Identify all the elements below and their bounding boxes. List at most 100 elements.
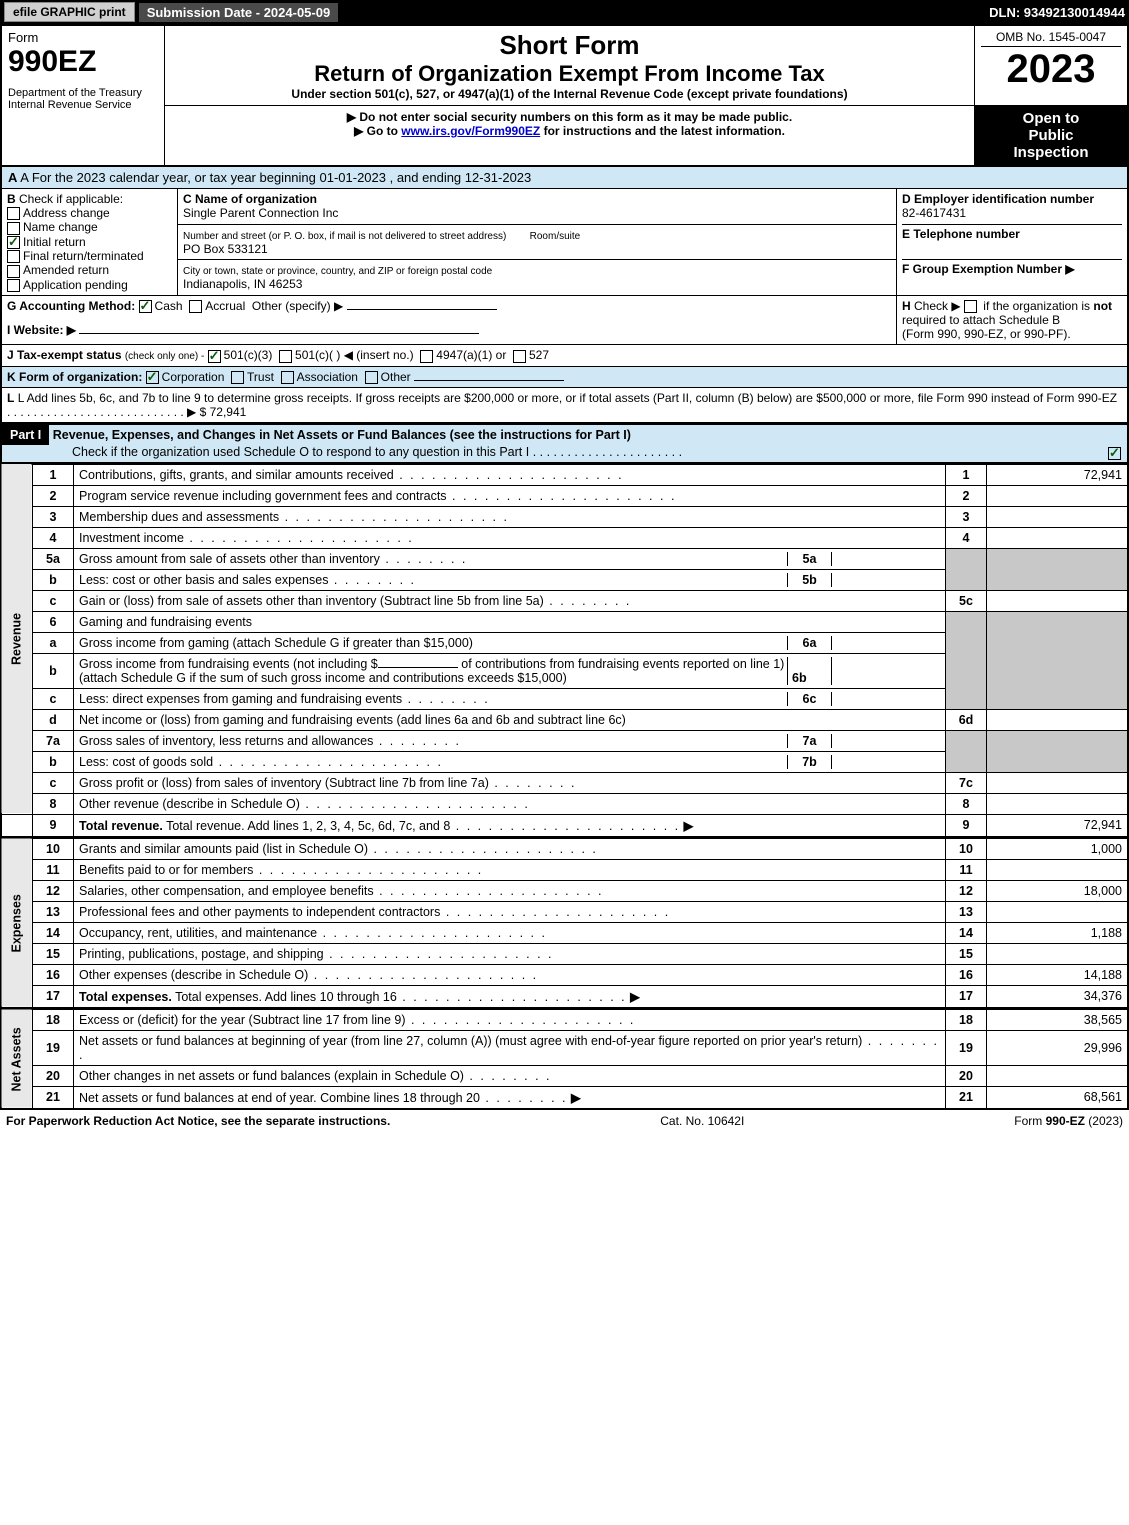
box-c-label: C Name of organization [183, 192, 317, 206]
line-20-value [987, 1065, 1129, 1086]
line-8-desc: Other revenue (describe in Schedule O) [74, 793, 946, 814]
line-5c-desc: Gain or (loss) from sale of assets other… [74, 590, 946, 611]
box-def: D Employer identification number 82-4617… [897, 189, 1129, 296]
box-k-label: K Form of organization: [7, 370, 142, 384]
part1-label: Part I [2, 425, 49, 445]
checkbox-trust[interactable] [231, 371, 244, 384]
box-c-name: C Name of organization Single Parent Con… [178, 189, 897, 225]
checkbox-other-org[interactable] [365, 371, 378, 384]
label-address-change: Address change [23, 206, 110, 220]
line-7ab-shaded [946, 730, 987, 772]
line-5c-ref: 5c [946, 590, 987, 611]
section-a-tax-year: A A For the 2023 calendar year, or tax y… [0, 167, 1129, 188]
form-number: 990EZ [8, 45, 158, 79]
part1-header-table: Part I Revenue, Expenses, and Changes in… [0, 424, 1129, 464]
line-1-ref: 1 [946, 464, 987, 485]
line-12-value: 18,000 [987, 880, 1129, 901]
line-20-ref: 20 [946, 1065, 987, 1086]
box-i-label: I Website: ▶ [7, 323, 76, 337]
line-14-value: 1,188 [987, 922, 1129, 943]
checkbox-amended-return[interactable] [7, 265, 20, 278]
line-8-num: 8 [33, 793, 74, 814]
label-trust: Trust [247, 370, 274, 384]
checkbox-name-change[interactable] [7, 222, 20, 235]
line-15-value [987, 943, 1129, 964]
short-form-title: Short Form [171, 30, 968, 61]
line-5a-desc: Gross amount from sale of assets other t… [74, 548, 946, 569]
checkbox-501c3[interactable] [208, 350, 221, 363]
form-id-cell: Form 990EZ Department of the Treasury In… [1, 25, 165, 166]
line-17-ref: 17 [946, 985, 987, 1008]
title-cell: Short Form Return of Organization Exempt… [165, 25, 975, 106]
checkbox-527[interactable] [513, 350, 526, 363]
line-6b-desc: Gross income from fundraising events (no… [74, 653, 946, 688]
efile-print-button[interactable]: efile GRAPHIC print [4, 2, 135, 22]
line-5c-num: c [33, 590, 74, 611]
line-4-ref: 4 [946, 527, 987, 548]
footer-paperwork-notice: For Paperwork Reduction Act Notice, see … [6, 1114, 390, 1128]
checkbox-address-change[interactable] [7, 207, 20, 220]
line-2-num: 2 [33, 485, 74, 506]
line-6d-ref: 6d [946, 709, 987, 730]
line-21-value: 68,561 [987, 1086, 1129, 1109]
line-5ab-shaded-val [987, 548, 1129, 590]
checkbox-initial-return[interactable] [7, 236, 20, 249]
checkbox-501c[interactable] [279, 350, 292, 363]
line-16-ref: 16 [946, 964, 987, 985]
line-4-desc: Investment income [74, 527, 946, 548]
checkbox-4947a1[interactable] [420, 350, 433, 363]
dln-number: DLN: 93492130014944 [989, 5, 1125, 20]
label-amended-return: Amended return [23, 263, 109, 277]
line-11-desc: Benefits paid to or for members [74, 859, 946, 880]
label-cash: Cash [155, 299, 183, 313]
line-17-num: 17 [33, 985, 74, 1008]
line-17-desc: Total expenses. Total expenses. Add line… [74, 985, 946, 1008]
line-20-num: 20 [33, 1065, 74, 1086]
checkbox-final-return[interactable] [7, 250, 20, 263]
open-to: Open to [981, 110, 1121, 127]
checkbox-accrual[interactable] [189, 300, 202, 313]
line-6-shaded-val [987, 611, 1129, 709]
street-value: PO Box 533121 [183, 242, 268, 256]
checkbox-corporation[interactable] [146, 371, 159, 384]
checkbox-application-pending[interactable] [7, 279, 20, 292]
box-g-i: G Accounting Method: Cash Accrual Other … [1, 295, 897, 344]
omb-number: OMB No. 1545-0047 [981, 30, 1121, 47]
label-final-return: Final return/terminated [23, 249, 144, 263]
irs-link[interactable]: www.irs.gov/Form990EZ [401, 124, 540, 138]
checkbox-cash[interactable] [139, 300, 152, 313]
line-3-desc: Membership dues and assessments [74, 506, 946, 527]
line-9-ref: 9 [946, 814, 987, 837]
box-e-label: E Telephone number [902, 227, 1020, 241]
box-l-amount: ▶ $ 72,941 [187, 405, 246, 419]
part1-title: Revenue, Expenses, and Changes in Net As… [53, 428, 631, 442]
city-label: City or town, state or province, country… [183, 266, 492, 277]
line-19-value: 29,996 [987, 1030, 1129, 1065]
line-8-ref: 8 [946, 793, 987, 814]
checkbox-schedule-b-not-required[interactable] [964, 300, 977, 313]
box-k: K Form of organization: Corporation Trus… [1, 366, 1128, 387]
box-b-letter: B [7, 192, 16, 206]
line-16-num: 16 [33, 964, 74, 985]
box-c-street: Number and street (or P. O. box, if mail… [178, 224, 897, 260]
checkbox-association[interactable] [281, 371, 294, 384]
expenses-table: Expenses 10 Grants and similar amounts p… [0, 838, 1129, 1009]
expenses-side-label: Expenses [1, 838, 33, 1008]
label-527: 527 [529, 348, 549, 362]
label-501c: 501(c)( ) ◀ (insert no.) [295, 348, 414, 362]
box-b-label: Check if applicable: [19, 192, 123, 206]
line-7ab-shaded-val [987, 730, 1129, 772]
line-10-value: 1,000 [987, 838, 1129, 859]
checkbox-schedule-o-used[interactable] [1108, 447, 1121, 460]
line-10-num: 10 [33, 838, 74, 859]
line-21-ref: 21 [946, 1086, 987, 1109]
room-label: Room/suite [530, 231, 581, 242]
submission-date: Submission Date - 2024-05-09 [139, 3, 339, 22]
line-14-ref: 14 [946, 922, 987, 943]
form-header: Form 990EZ Department of the Treasury In… [0, 24, 1129, 167]
line-6d-value [987, 709, 1129, 730]
page-footer: For Paperwork Reduction Act Notice, see … [0, 1110, 1129, 1132]
line-21-num: 21 [33, 1086, 74, 1109]
line-20-desc: Other changes in net assets or fund bala… [74, 1065, 946, 1086]
box-f-label: F Group Exemption Number ▶ [902, 262, 1075, 276]
